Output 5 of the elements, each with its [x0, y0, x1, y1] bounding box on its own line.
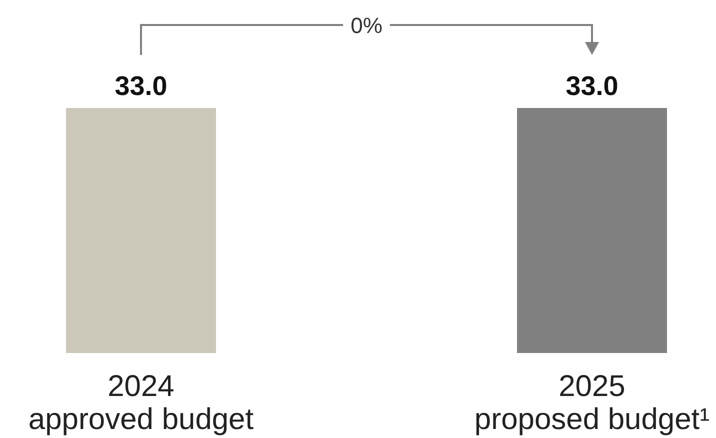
text: 0% [350, 13, 382, 38]
x-tick-label: 2025 proposed budget¹ [474, 370, 710, 436]
x-tick-label: 2024 approved budget [28, 370, 254, 436]
data-label: 33.0 [566, 71, 618, 101]
data-label: 33.0 [114, 71, 168, 101]
